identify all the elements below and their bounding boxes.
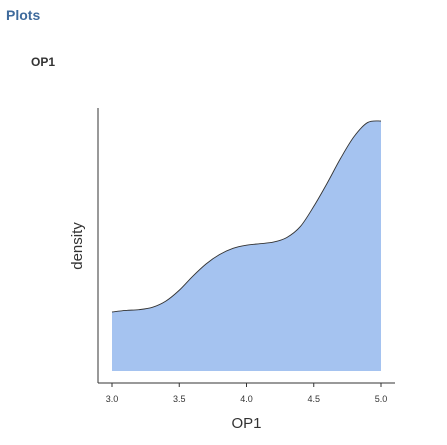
chart-marks	[111, 120, 382, 371]
density-area	[112, 120, 381, 371]
x-tick-label: 4.5	[307, 394, 320, 404]
x-tick-label: 3.5	[173, 394, 186, 404]
axes: 3.0 3.5 4.0 4.5 5.0	[97, 108, 395, 404]
y-axis-title: density	[69, 222, 86, 270]
plots-heading: Plots	[6, 7, 41, 23]
plot-title: OP1	[31, 55, 56, 69]
x-tick-label: 3.0	[106, 394, 119, 404]
x-tick-label: 5.0	[375, 394, 388, 404]
x-tick-label: 4.0	[240, 394, 253, 404]
density-line	[111, 120, 382, 313]
x-axis-title: OP1	[231, 415, 261, 432]
